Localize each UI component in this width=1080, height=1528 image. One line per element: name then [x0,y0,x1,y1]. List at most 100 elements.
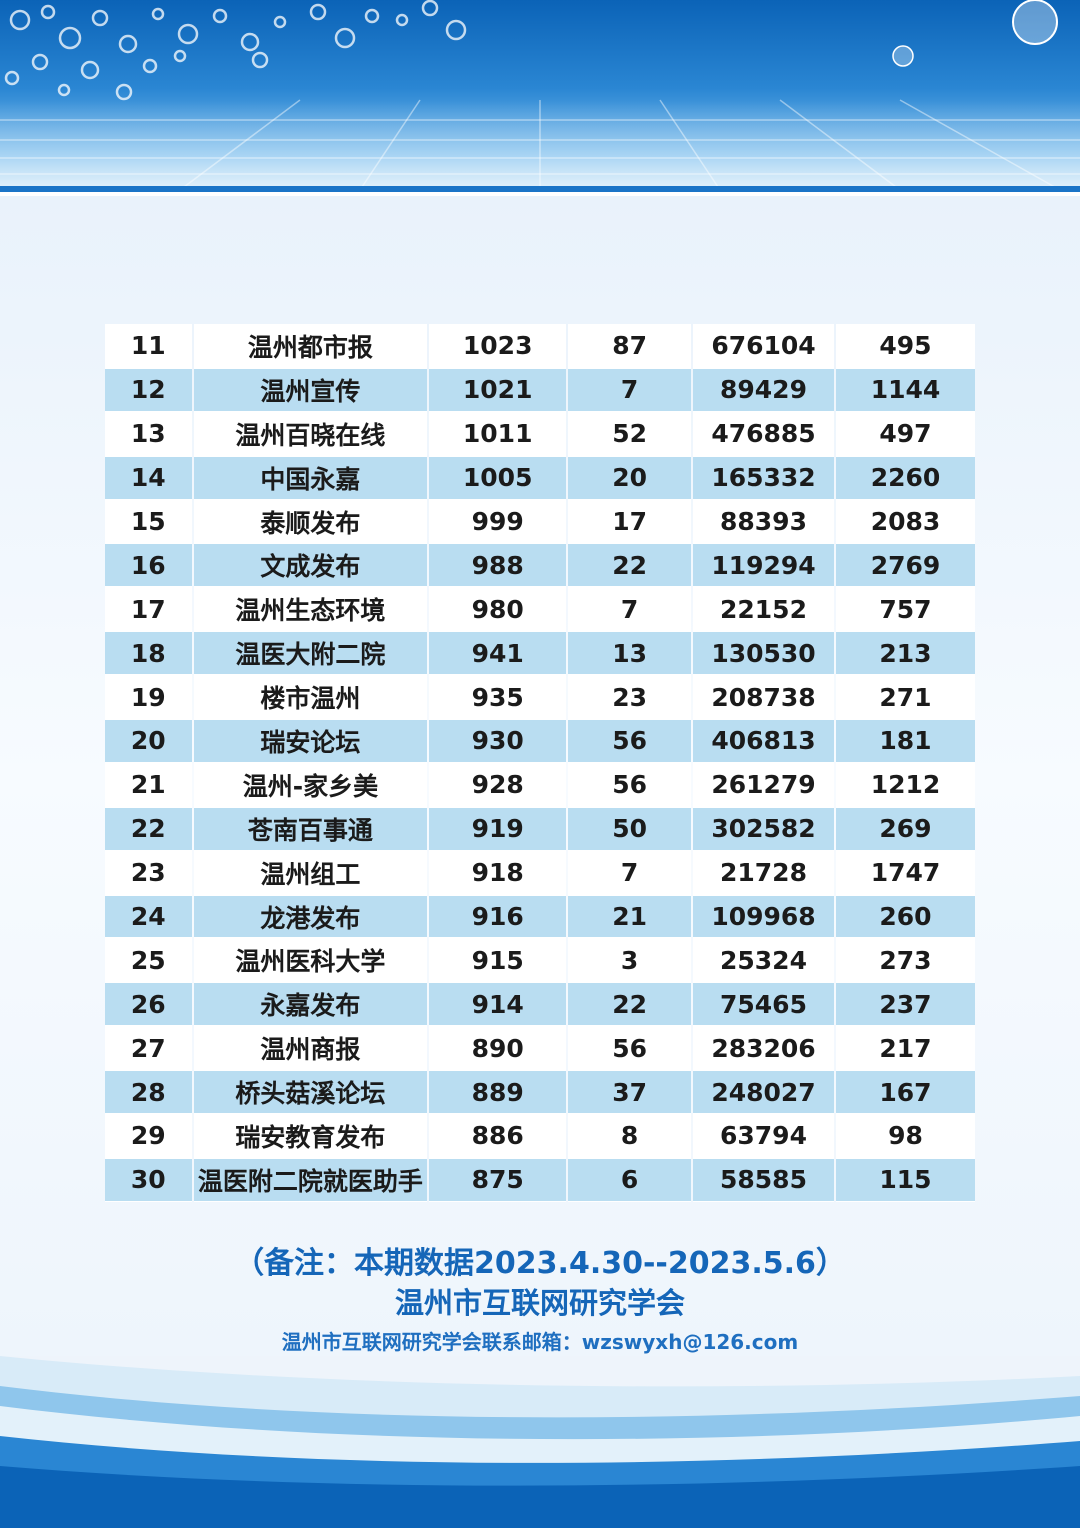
likes-cell: 1212 [835,762,975,807]
account-name-cell: 温州生态环境 [193,587,428,632]
rank-cell: 13 [105,411,192,456]
account-name-cell: 苍南百事通 [193,806,428,851]
table-row: 20 瑞安论坛 930 56 406813 181 [105,719,975,763]
reads-cell: 406813 [693,719,834,763]
score-cell: 935 [429,675,567,720]
reads-cell: 25324 [693,938,834,983]
posts-cell: 20 [568,455,692,500]
table-row: 11 温州都市报 1023 87 676104 495 [105,324,975,368]
table-row: 19 楼市温州 935 23 208738 271 [105,675,975,720]
likes-cell: 271 [835,675,975,720]
account-name-cell: 龙港发布 [193,894,428,939]
posts-cell: 23 [568,675,692,720]
account-name-cell: 温州组工 [193,850,428,895]
likes-cell: 217 [835,1026,975,1071]
likes-cell: 115 [835,1157,975,1202]
account-name-cell: 瑞安论坛 [193,719,428,763]
score-cell: 890 [429,1026,567,1071]
header-divider [0,186,1080,192]
likes-cell: 2260 [835,455,975,500]
account-name-cell: 温州商报 [193,1026,428,1071]
rank-cell: 21 [105,762,192,807]
wave-decoration [0,1356,1080,1528]
likes-cell: 497 [835,411,975,456]
score-cell: 915 [429,938,567,983]
posts-cell: 50 [568,806,692,851]
header-divider-light [0,192,1080,196]
table-row: 12 温州宣传 1021 7 89429 1144 [105,367,975,412]
score-cell: 886 [429,1114,567,1158]
score-cell: 930 [429,719,567,763]
likes-cell: 213 [835,631,975,676]
rank-cell: 29 [105,1114,192,1158]
score-cell: 941 [429,631,567,676]
posts-cell: 3 [568,938,692,983]
posts-cell: 52 [568,411,692,456]
table-row: 16 文成发布 988 22 119294 2769 [105,543,975,588]
likes-cell: 757 [835,587,975,632]
rank-cell: 18 [105,631,192,676]
table-row: 27 温州商报 890 56 283206 217 [105,1026,975,1071]
rank-cell: 19 [105,675,192,720]
score-cell: 875 [429,1157,567,1202]
table-row: 28 桥头菇溪论坛 889 37 248027 167 [105,1070,975,1115]
score-cell: 918 [429,850,567,895]
reads-cell: 88393 [693,499,834,544]
likes-cell: 181 [835,719,975,763]
account-name-cell: 温医大附二院 [193,631,428,676]
rank-cell: 14 [105,455,192,500]
table-row: 15 泰顺发布 999 17 88393 2083 [105,499,975,544]
posts-cell: 7 [568,850,692,895]
account-name-cell: 桥头菇溪论坛 [193,1070,428,1115]
likes-cell: 2083 [835,499,975,544]
score-cell: 1023 [429,324,567,368]
rank-cell: 28 [105,1070,192,1115]
rank-cell: 11 [105,324,192,368]
posts-cell: 21 [568,894,692,939]
posts-cell: 87 [568,324,692,368]
table-row: 24 龙港发布 916 21 109968 260 [105,894,975,939]
contact-email: 温州市互联网研究学会联系邮箱：wzswyxh@126.com [281,1330,799,1354]
likes-cell: 1144 [835,367,975,412]
rank-cell: 24 [105,894,192,939]
score-cell: 889 [429,1070,567,1115]
rank-cell: 25 [105,938,192,983]
rank-cell: 30 [105,1157,192,1202]
table-row: 25 温州医科大学 915 3 25324 273 [105,938,975,983]
reads-cell: 109968 [693,894,834,939]
reads-cell: 89429 [693,367,834,412]
reads-cell: 75465 [693,982,834,1027]
likes-cell: 167 [835,1070,975,1115]
account-name-cell: 瑞安教育发布 [193,1114,428,1158]
header-banner [0,0,1080,196]
account-name-cell: 温州宣传 [193,367,428,412]
table-row: 23 温州组工 918 7 21728 1747 [105,850,975,895]
rank-cell: 23 [105,850,192,895]
score-cell: 916 [429,894,567,939]
score-cell: 999 [429,499,567,544]
rank-cell: 17 [105,587,192,632]
account-name-cell: 温州都市报 [193,324,428,368]
score-cell: 988 [429,543,567,588]
likes-cell: 269 [835,806,975,851]
reads-cell: 22152 [693,587,834,632]
table-row: 18 温医大附二院 941 13 130530 213 [105,631,975,676]
posts-cell: 13 [568,631,692,676]
rank-cell: 15 [105,499,192,544]
table-row: 22 苍南百事通 919 50 302582 269 [105,806,975,851]
account-name-cell: 温州百晓在线 [193,411,428,456]
reads-cell: 63794 [693,1114,834,1158]
posts-cell: 56 [568,762,692,807]
account-name-cell: 温医附二院就医助手 [193,1157,428,1202]
posts-cell: 17 [568,499,692,544]
account-name-cell: 文成发布 [193,543,428,588]
likes-cell: 2769 [835,543,975,588]
posts-cell: 6 [568,1157,692,1202]
score-cell: 928 [429,762,567,807]
reads-cell: 302582 [693,806,834,851]
table-row: 14 中国永嘉 1005 20 165332 2260 [105,455,975,500]
reads-cell: 248027 [693,1070,834,1115]
table-row: 26 永嘉发布 914 22 75465 237 [105,982,975,1027]
reads-cell: 119294 [693,543,834,588]
score-cell: 1005 [429,455,567,500]
